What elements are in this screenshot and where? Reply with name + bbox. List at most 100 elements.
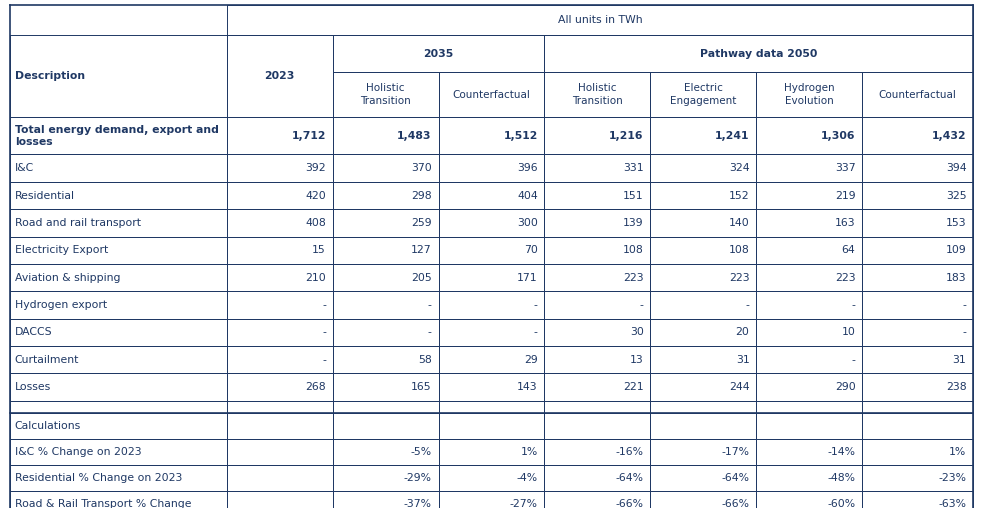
Text: 183: 183: [946, 273, 966, 282]
Text: 13: 13: [630, 355, 644, 365]
Text: 290: 290: [835, 382, 855, 392]
Text: Residential: Residential: [15, 190, 75, 201]
Text: Calculations: Calculations: [15, 421, 81, 431]
Text: -: -: [428, 328, 432, 337]
Text: 223: 223: [835, 273, 855, 282]
Text: -: -: [746, 300, 750, 310]
Text: Counterfactual: Counterfactual: [879, 90, 956, 100]
Text: Electricity Export: Electricity Export: [15, 245, 108, 255]
Text: -: -: [962, 328, 966, 337]
Text: Road & Rail Transport % Change: Road & Rail Transport % Change: [15, 499, 191, 508]
Text: 151: 151: [623, 190, 644, 201]
Text: 70: 70: [524, 245, 538, 255]
Text: I&C % Change on 2023: I&C % Change on 2023: [15, 447, 142, 457]
Text: 268: 268: [306, 382, 326, 392]
Text: 29: 29: [524, 355, 538, 365]
Text: Total energy demand, export and
losses: Total energy demand, export and losses: [15, 124, 218, 147]
Text: 324: 324: [729, 163, 750, 173]
Text: 171: 171: [517, 273, 538, 282]
Text: 109: 109: [946, 245, 966, 255]
Text: -: -: [428, 300, 432, 310]
Text: 1,483: 1,483: [397, 131, 432, 141]
Text: Counterfactual: Counterfactual: [452, 90, 531, 100]
Text: 396: 396: [517, 163, 538, 173]
Text: -27%: -27%: [510, 499, 538, 508]
Text: Road and rail transport: Road and rail transport: [15, 218, 141, 228]
Text: 58: 58: [418, 355, 432, 365]
Text: -37%: -37%: [404, 499, 432, 508]
Text: -48%: -48%: [828, 473, 855, 483]
Text: I&C: I&C: [15, 163, 33, 173]
Text: 394: 394: [946, 163, 966, 173]
Text: Electric
Engagement: Electric Engagement: [670, 83, 736, 106]
Text: -: -: [534, 328, 538, 337]
Text: -: -: [962, 300, 966, 310]
Text: -4%: -4%: [517, 473, 538, 483]
Text: Losses: Losses: [15, 382, 51, 392]
Text: Curtailment: Curtailment: [15, 355, 79, 365]
Text: 300: 300: [517, 218, 538, 228]
Text: Holistic
Transition: Holistic Transition: [572, 83, 623, 106]
Text: 420: 420: [305, 190, 326, 201]
Text: -63%: -63%: [939, 499, 966, 508]
Text: -: -: [640, 300, 644, 310]
Text: -64%: -64%: [615, 473, 644, 483]
Text: 210: 210: [305, 273, 326, 282]
Text: 219: 219: [835, 190, 855, 201]
Text: 31: 31: [953, 355, 966, 365]
Text: 1,306: 1,306: [821, 131, 855, 141]
Text: 223: 223: [729, 273, 750, 282]
Text: 408: 408: [305, 218, 326, 228]
Text: Hydrogen export: Hydrogen export: [15, 300, 107, 310]
Text: 259: 259: [411, 218, 432, 228]
Text: -5%: -5%: [411, 447, 432, 457]
Text: 205: 205: [411, 273, 432, 282]
Text: 221: 221: [623, 382, 644, 392]
Text: Residential % Change on 2023: Residential % Change on 2023: [15, 473, 182, 483]
Text: Description: Description: [15, 71, 85, 81]
Text: -60%: -60%: [828, 499, 855, 508]
Text: 2023: 2023: [264, 71, 295, 81]
Text: 163: 163: [835, 218, 855, 228]
Text: 139: 139: [623, 218, 644, 228]
Text: Aviation & shipping: Aviation & shipping: [15, 273, 120, 282]
Text: 1,512: 1,512: [503, 131, 538, 141]
Text: -: -: [851, 300, 855, 310]
Text: 20: 20: [735, 328, 750, 337]
Text: 2035: 2035: [424, 49, 454, 58]
Text: 143: 143: [517, 382, 538, 392]
Text: 370: 370: [411, 163, 432, 173]
Text: DACCS: DACCS: [15, 328, 52, 337]
Text: 238: 238: [946, 382, 966, 392]
Text: -66%: -66%: [615, 499, 644, 508]
Text: 152: 152: [729, 190, 750, 201]
Text: -: -: [534, 300, 538, 310]
Text: 15: 15: [313, 245, 326, 255]
Text: 140: 140: [728, 218, 750, 228]
Text: 30: 30: [630, 328, 644, 337]
Text: 153: 153: [946, 218, 966, 228]
Text: Hydrogen
Evolution: Hydrogen Evolution: [783, 83, 835, 106]
Text: 64: 64: [841, 245, 855, 255]
Text: Holistic
Transition: Holistic Transition: [360, 83, 411, 106]
Text: 223: 223: [623, 273, 644, 282]
Text: 108: 108: [728, 245, 750, 255]
Text: -23%: -23%: [939, 473, 966, 483]
Text: Pathway data 2050: Pathway data 2050: [700, 49, 818, 58]
Text: -: -: [322, 300, 326, 310]
Text: 325: 325: [946, 190, 966, 201]
Text: -16%: -16%: [615, 447, 644, 457]
Text: 1,216: 1,216: [609, 131, 644, 141]
Text: -: -: [322, 355, 326, 365]
Text: -29%: -29%: [404, 473, 432, 483]
Text: 404: 404: [517, 190, 538, 201]
Text: -: -: [851, 355, 855, 365]
Text: All units in TWh: All units in TWh: [557, 15, 642, 25]
Text: -: -: [322, 328, 326, 337]
Text: 1%: 1%: [520, 447, 538, 457]
Text: 127: 127: [411, 245, 432, 255]
Text: 331: 331: [623, 163, 644, 173]
Text: 392: 392: [306, 163, 326, 173]
Text: 31: 31: [736, 355, 750, 365]
Text: 108: 108: [623, 245, 644, 255]
